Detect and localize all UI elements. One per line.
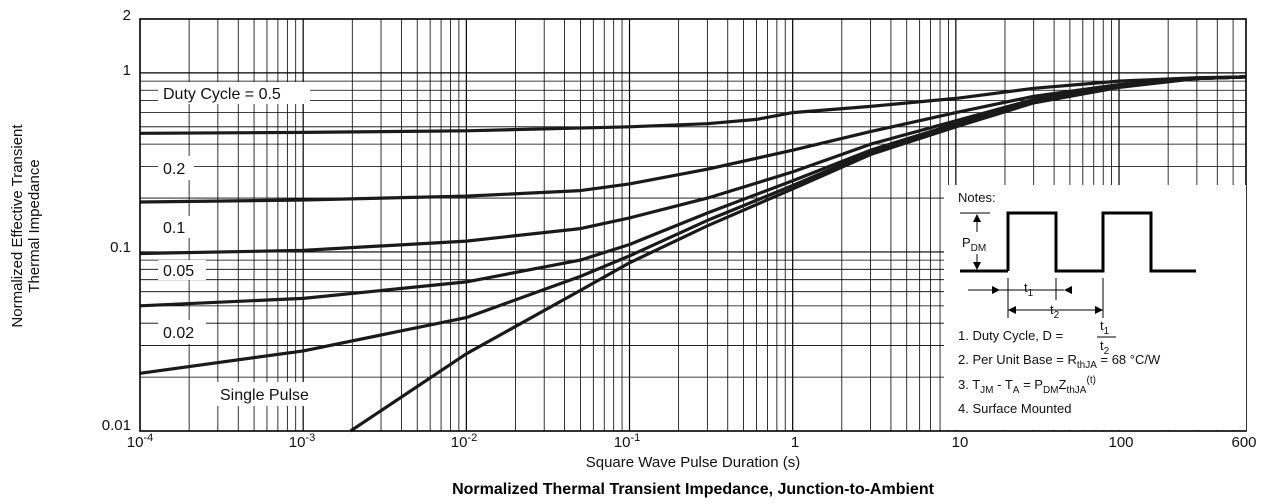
y-tick-label: 1	[123, 62, 131, 79]
pdm-label: PDM	[962, 235, 986, 254]
x-tick-label: 600	[1231, 434, 1256, 451]
y-axis-title-line1: Normalized Effective Transient	[9, 124, 26, 328]
pdm-arrowhead-down	[973, 262, 981, 270]
note-1-denominator: t2	[1100, 338, 1110, 357]
series-label-0.02: 0.02	[163, 325, 194, 342]
label-bg	[158, 216, 194, 238]
x-tick-label: 10	[952, 434, 969, 451]
pulse-waveform	[1006, 211, 1196, 273]
series-lines	[139, 75, 1247, 433]
y-tick-label: 0.01	[102, 417, 131, 434]
series-line-5	[349, 75, 1247, 433]
x-tick-label: 10-3	[289, 432, 315, 451]
note-1: 1. Duty Cycle, D =	[958, 328, 1063, 343]
notes-heading: Notes:	[958, 190, 996, 205]
note-3: 3. TJM - TA = PDMZthJA(t)	[958, 375, 1096, 396]
series-line-0	[139, 75, 1247, 135]
label-bg	[158, 320, 206, 344]
note-2: 2. Per Unit Base = RthJA = 68 °C/W	[958, 352, 1161, 371]
y-tick-labels: 2 1 0.1 0.01	[102, 7, 131, 434]
x-tick-labels: 10-4 10-3 10-2 10-1 1 10 100 600	[127, 432, 1257, 451]
note-1-numerator: t1	[1100, 318, 1110, 337]
x-axis-title: Square Wave Pulse Duration (s)	[586, 454, 801, 471]
y-axis-title-line2: Thermal Impedance	[26, 159, 43, 292]
chart-title: Normalized Thermal Transient Impedance, …	[452, 481, 935, 498]
t1-label: t1	[1024, 280, 1034, 299]
label-bg	[158, 260, 206, 280]
t2-arrowhead	[1095, 306, 1103, 314]
notes-box: Notes: PDM t1 t2 1. Duty Cycle, D = t1 t…	[944, 185, 1246, 430]
t1-arrowhead	[992, 286, 1000, 294]
x-tick-label: 10-1	[614, 432, 640, 451]
series-label-duty-0.5: Duty Cycle = 0.5	[163, 86, 281, 103]
x-tick-label: 1	[791, 434, 799, 451]
y-tick-label: 0.1	[110, 239, 131, 256]
series-labels: Duty Cycle = 0.5 0.2 0.1 0.05 0.02 Singl…	[158, 82, 326, 406]
label-bg	[158, 156, 194, 180]
x-tick-label: 10-4	[127, 432, 153, 451]
series-label-0.1: 0.1	[163, 220, 185, 237]
label-bg	[158, 82, 310, 104]
note-4: 4. Surface Mounted	[958, 401, 1071, 416]
x-tick-label: 10-2	[451, 432, 477, 451]
x-tick-label: 100	[1108, 434, 1133, 451]
series-label-0.05: 0.05	[163, 263, 194, 280]
t2-label: t2	[1050, 302, 1060, 321]
t2-arrowhead	[1008, 306, 1016, 314]
label-bg	[214, 382, 326, 406]
y-tick-label: 2	[123, 7, 131, 24]
pdm-label-bg	[960, 232, 1000, 254]
pdm-arrowhead-up	[973, 214, 981, 222]
t1-arrowhead	[1064, 286, 1072, 294]
series-label-single-pulse: Single Pulse	[220, 387, 309, 404]
series-label-0.2: 0.2	[163, 161, 185, 178]
